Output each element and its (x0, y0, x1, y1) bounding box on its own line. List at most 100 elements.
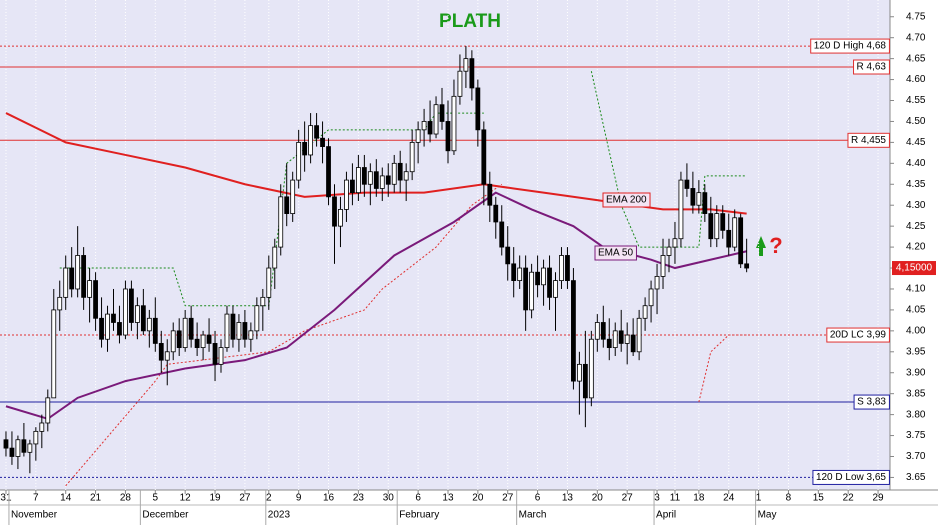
candle-body (565, 255, 570, 281)
y-tick-label: 4.20 (906, 242, 926, 253)
candle-body (523, 267, 529, 311)
x-tick-label: 13 (442, 493, 454, 504)
series-label: EMA 200 (606, 195, 647, 206)
level-label-box (847, 132, 890, 148)
candle-body (505, 246, 511, 265)
candle-body (612, 330, 618, 349)
x-tick-label: 27 (239, 493, 251, 504)
candle-body (266, 267, 272, 298)
candle-body (463, 58, 469, 72)
candle-body (51, 309, 57, 399)
candle-body (63, 267, 69, 298)
candle-body (529, 271, 535, 311)
y-tick-label: 4.70 (906, 32, 926, 43)
candle-body (27, 443, 33, 453)
candle-body (594, 322, 600, 340)
candle-body (290, 179, 296, 214)
candle-body (582, 363, 588, 399)
y-tick-label: 3.95 (906, 346, 926, 357)
candle-body (3, 439, 9, 449)
channel-line (698, 334, 747, 403)
candle-body (224, 313, 230, 349)
ema-line (5, 191, 747, 420)
level-label-box (810, 38, 890, 54)
candle-body (57, 296, 63, 311)
x-tick-label: 6 (415, 493, 421, 504)
candle-body (123, 288, 128, 336)
candle-body (571, 280, 576, 382)
candle-body (117, 322, 122, 336)
candle-body (81, 255, 87, 298)
candle-body (146, 317, 152, 332)
signal-text: ? (769, 233, 782, 258)
month-label: February (399, 510, 439, 521)
y-tick-label: 3.65 (906, 472, 926, 483)
candle-body (182, 317, 188, 349)
level-label-box (853, 394, 890, 410)
candle-body (511, 263, 517, 281)
candle-body (176, 330, 182, 349)
level-label: 120 D High 4,68 (814, 41, 887, 52)
x-tick-label: 31 (0, 493, 12, 504)
x-tick-label: 9 (296, 493, 302, 504)
x-tick-label: 23 (353, 493, 365, 504)
candle-body (373, 171, 379, 189)
candle-body (660, 255, 666, 277)
candle-body (260, 296, 266, 307)
x-tick-label: 7 (33, 493, 39, 504)
level-label: R 4,455 (851, 135, 886, 146)
candle-body (475, 87, 481, 131)
level-label-box (853, 59, 890, 75)
candle-body (493, 204, 499, 223)
month-label: November (11, 510, 58, 521)
y-tick-label: 4.10 (906, 284, 926, 295)
last-price-label: 4,15000 (896, 263, 933, 274)
y-tick-label: 4.40 (906, 158, 926, 169)
candle-body (302, 141, 308, 156)
candle-body (630, 334, 636, 353)
x-tick-label: 20 (472, 493, 484, 504)
candle-body (690, 188, 696, 206)
candle-body (278, 196, 284, 248)
candle-body (33, 430, 39, 445)
x-tick-label: 12 (180, 493, 192, 504)
candle-body (403, 171, 409, 181)
candle-body (642, 305, 648, 319)
candle-body (541, 267, 546, 286)
candle-body (355, 167, 361, 194)
candle-body (600, 322, 606, 340)
candle-body (648, 288, 654, 307)
x-tick-label: 18 (693, 493, 705, 504)
up-arrow (756, 236, 766, 256)
candle-body (350, 179, 355, 194)
y-tick-label: 4.35 (906, 179, 926, 190)
x-tick-label: 27 (502, 493, 514, 504)
x-tick-label: 30 (383, 493, 395, 504)
month-label: March (519, 510, 547, 521)
candle-body (535, 271, 540, 286)
y-tick-label: 3.90 (906, 367, 926, 378)
level-label: 20D LC 3,99 (830, 330, 887, 341)
candle-body (21, 439, 27, 453)
level-label: R 4,63 (857, 62, 887, 73)
x-tick-label: 24 (723, 493, 735, 504)
series-label-box (602, 192, 651, 208)
candle-body (194, 338, 200, 349)
y-tick-label: 4.25 (906, 221, 926, 232)
y-tick-label: 3.70 (906, 451, 926, 462)
x-tick-label: 21 (90, 493, 102, 504)
candle-body (87, 280, 92, 298)
candle-body (296, 141, 302, 181)
candle-body (45, 397, 51, 424)
candle-body (415, 129, 421, 143)
candle-body (559, 255, 564, 281)
candle-body (188, 317, 194, 340)
month-label: December (142, 510, 189, 521)
candle-body (636, 317, 642, 353)
candle-body (469, 58, 475, 89)
candle-body (553, 280, 558, 298)
candle-body (9, 447, 15, 457)
candle-body (93, 280, 98, 319)
month-label: May (758, 510, 777, 521)
